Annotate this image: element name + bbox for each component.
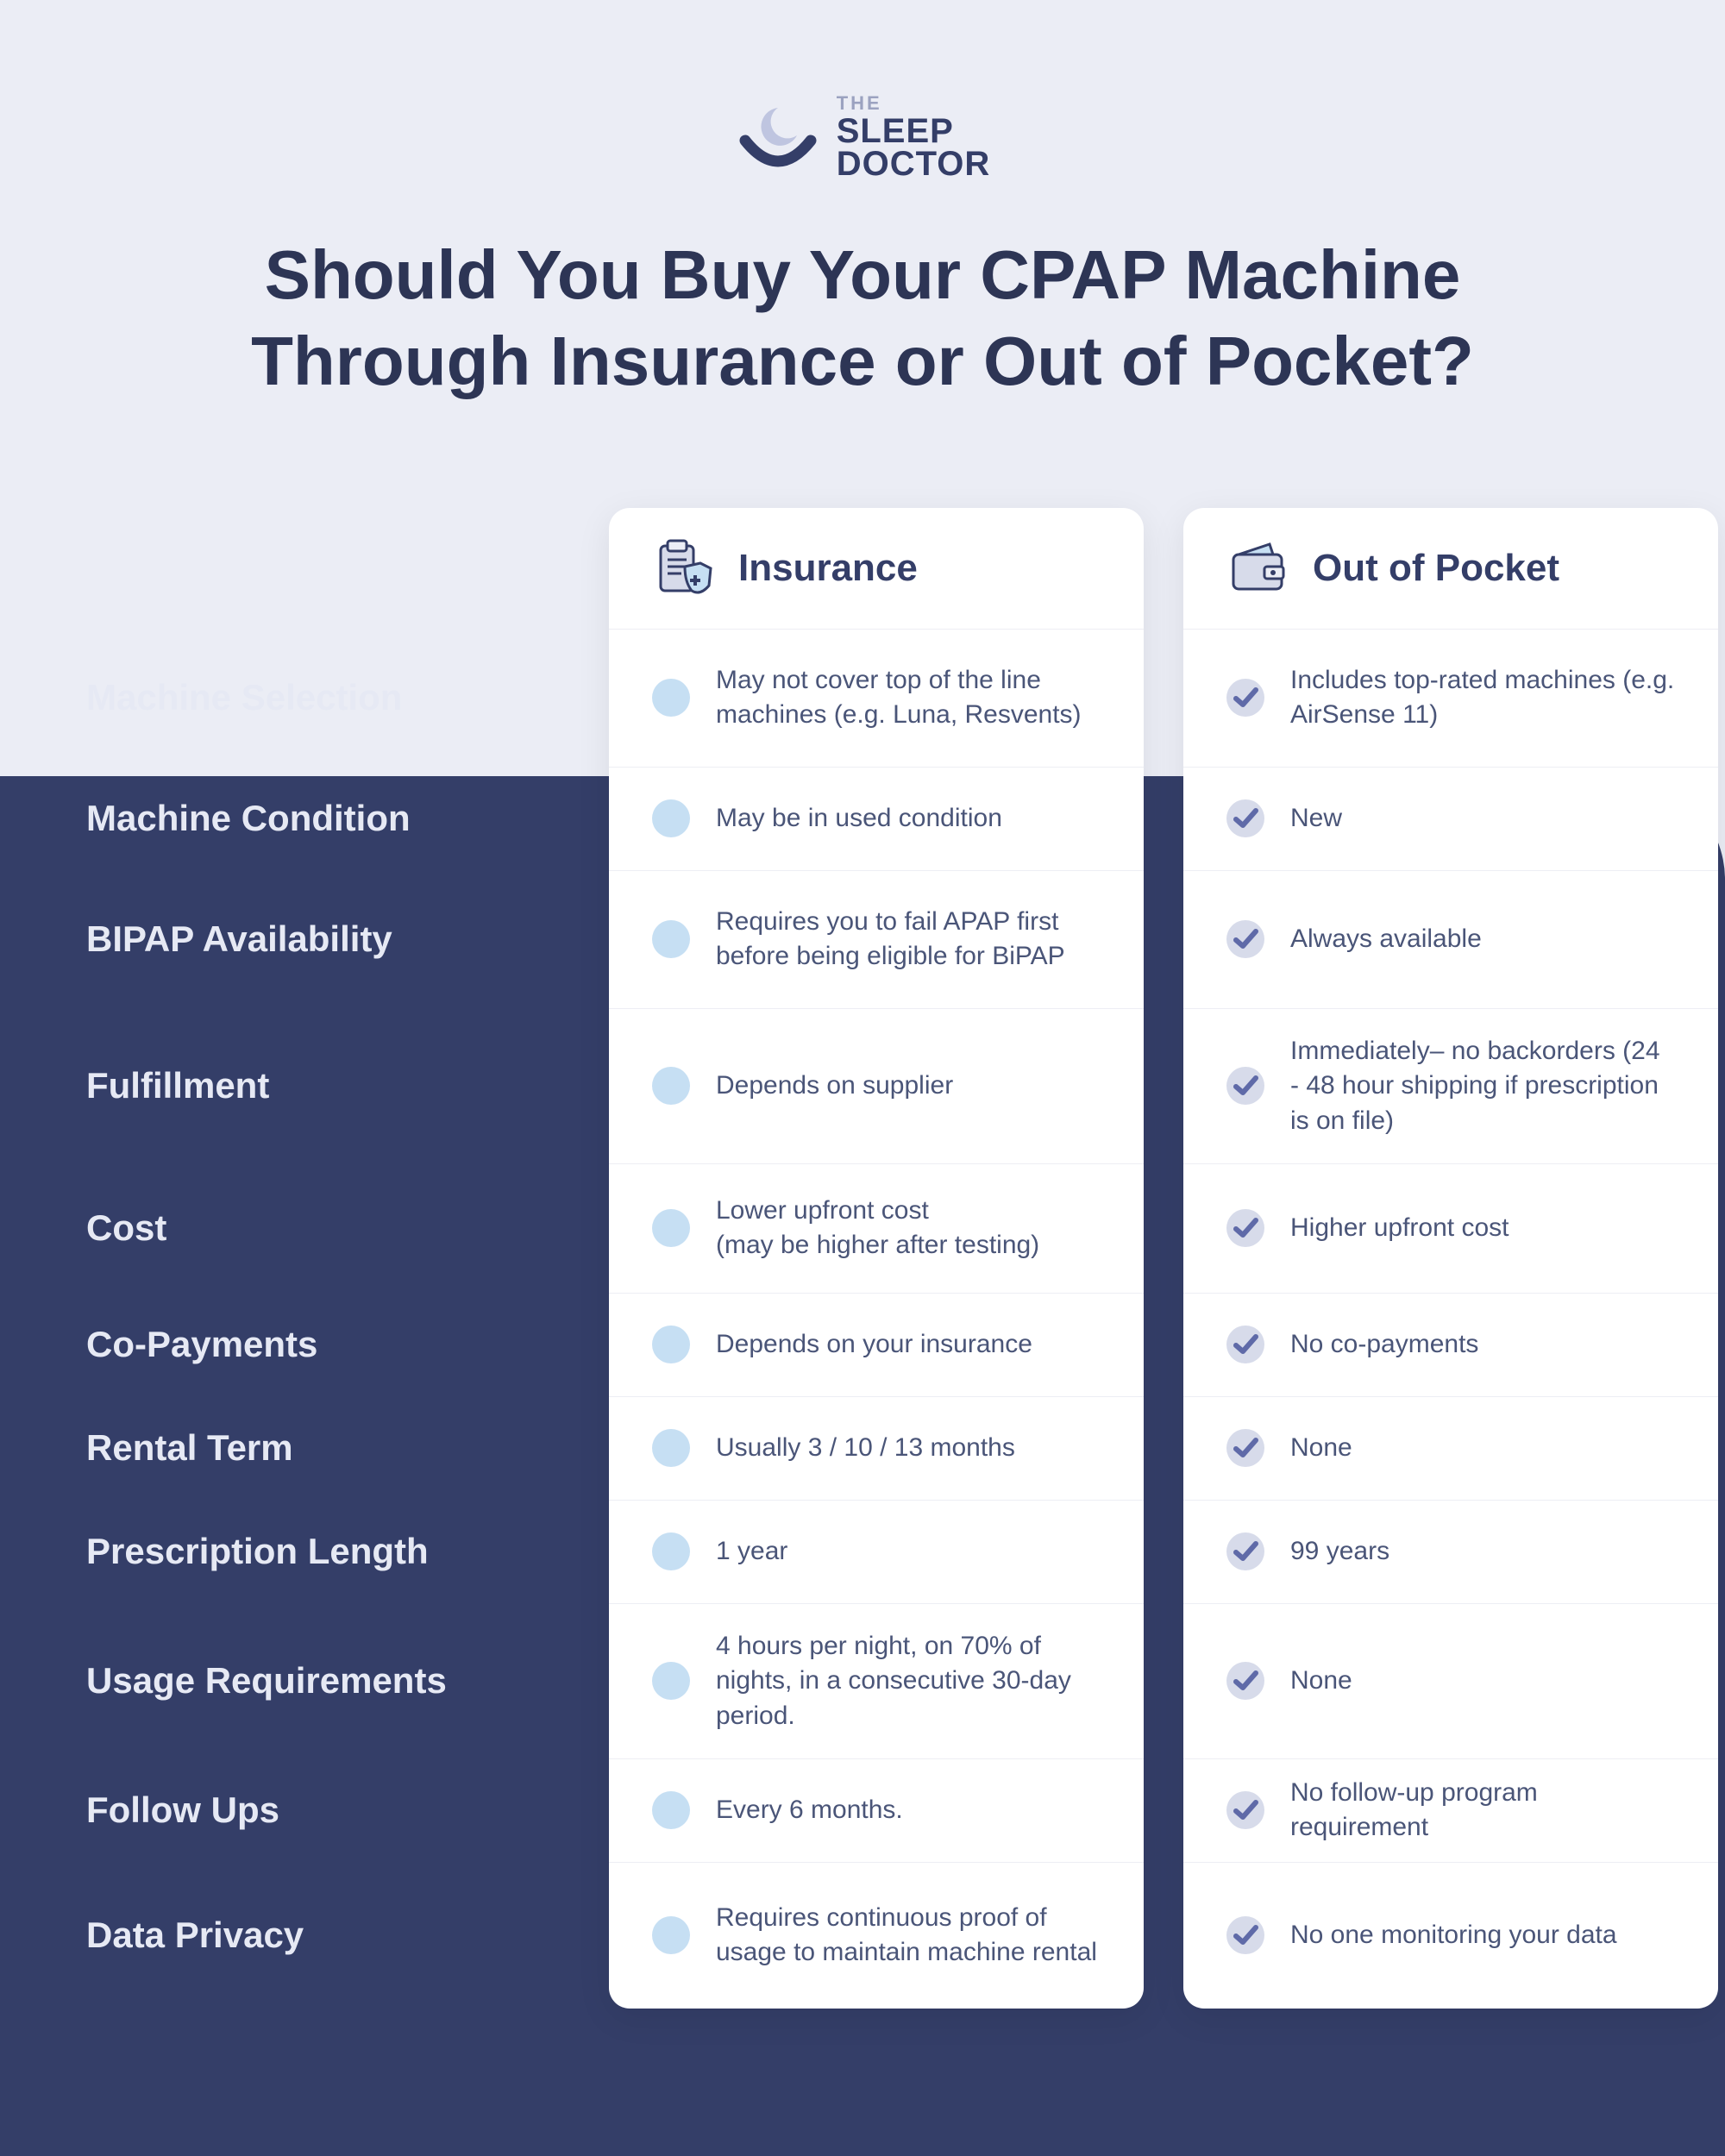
table-row: No one monitoring your data	[1183, 1862, 1718, 2009]
check-icon	[1226, 1067, 1264, 1105]
table-row: None	[1183, 1396, 1718, 1500]
circle-icon	[652, 1532, 690, 1570]
row-label: Cost	[86, 1163, 569, 1293]
cell-text: Every 6 months.	[716, 1793, 903, 1828]
cell-text: Always available	[1290, 922, 1482, 957]
circle-icon	[652, 1326, 690, 1363]
table-row: Always available	[1183, 870, 1718, 1008]
cell-text: No one monitoring your data	[1290, 1918, 1617, 1953]
table-row: Depends on supplier	[609, 1008, 1144, 1163]
row-label: Prescription Length	[86, 1500, 569, 1603]
check-icon	[1226, 1209, 1264, 1247]
check-icon	[1226, 1429, 1264, 1467]
check-icon	[1226, 1916, 1264, 1954]
check-icon	[1226, 1532, 1264, 1570]
table-row: Lower upfront cost(may be higher after t…	[609, 1163, 1144, 1293]
check-icon	[1226, 1791, 1264, 1829]
check-icon	[1226, 920, 1264, 958]
check-icon	[1226, 799, 1264, 837]
labels-column: Machine Selection Machine Condition BIPA…	[86, 508, 569, 2009]
table-row: Includes top-rated machines (e.g. AirSen…	[1183, 629, 1718, 767]
check-icon	[1226, 1662, 1264, 1700]
page-title: Should You Buy Your CPAP Machine Through…	[86, 232, 1639, 404]
cell-text: Requires you to fail APAP first before b…	[716, 905, 1101, 975]
logo-icon	[735, 103, 821, 172]
comparison-grid: Machine Selection Machine Condition BIPA…	[0, 508, 1725, 2009]
table-row: Usually 3 / 10 / 13 months	[609, 1396, 1144, 1500]
circle-icon	[652, 679, 690, 717]
cell-text: 4 hours per night, on 70% of nights, in …	[716, 1629, 1101, 1734]
pocket-header: Out of Pocket	[1183, 508, 1718, 629]
insurance-title: Insurance	[738, 547, 918, 590]
circle-icon	[652, 1791, 690, 1829]
logo-line1: SLEEP	[837, 115, 991, 147]
cell-text: Depends on your insurance	[716, 1327, 1032, 1363]
cell-text: May be in used condition	[716, 801, 1002, 837]
table-row: May be in used condition	[609, 767, 1144, 870]
logo-line2: DOCTOR	[837, 147, 991, 180]
table-row: Requires continuous proof of usage to ma…	[609, 1862, 1144, 2009]
insurance-header: Insurance	[609, 508, 1144, 629]
circle-icon	[652, 1662, 690, 1700]
table-row: Every 6 months.	[609, 1758, 1144, 1862]
row-label: Data Privacy	[86, 1862, 569, 2009]
check-icon	[1226, 679, 1264, 717]
table-row: May not cover top of the line machines (…	[609, 629, 1144, 767]
cell-text: 1 year	[716, 1534, 787, 1570]
cell-text: May not cover top of the line machines (…	[716, 663, 1101, 733]
brand-logo: THE SLEEP DOCTOR	[735, 95, 991, 180]
table-row: Depends on your insurance	[609, 1293, 1144, 1396]
pocket-card: Out of Pocket Includes top-rated machine…	[1183, 508, 1718, 2009]
circle-icon	[652, 799, 690, 837]
row-label: Machine Condition	[86, 767, 569, 870]
cell-text: None	[1290, 1664, 1352, 1699]
circle-icon	[652, 1916, 690, 1954]
logo-text: THE SLEEP DOCTOR	[837, 95, 991, 180]
row-label: Follow Ups	[86, 1758, 569, 1862]
insurance-card: Insurance May not cover top of the line …	[609, 508, 1144, 2009]
cell-text: Depends on supplier	[716, 1069, 953, 1104]
cell-text: Usually 3 / 10 / 13 months	[716, 1431, 1015, 1466]
cell-text: Includes top-rated machines (e.g. AirSen…	[1290, 663, 1675, 733]
row-label: Fulfillment	[86, 1008, 569, 1163]
table-row: Immediately– no backorders (24 - 48 hour…	[1183, 1008, 1718, 1163]
cell-text: No co-payments	[1290, 1327, 1478, 1363]
row-label: Machine Selection	[86, 629, 569, 767]
cell-text: Requires continuous proof of usage to ma…	[716, 1901, 1101, 1971]
table-row: No co-payments	[1183, 1293, 1718, 1396]
pocket-title: Out of Pocket	[1313, 547, 1559, 590]
circle-icon	[652, 920, 690, 958]
wallet-icon	[1226, 537, 1289, 599]
table-row: No follow-up program requirement	[1183, 1758, 1718, 1862]
circle-icon	[652, 1429, 690, 1467]
cell-text: Immediately– no backorders (24 - 48 hour…	[1290, 1034, 1675, 1139]
circle-icon	[652, 1209, 690, 1247]
table-row: Requires you to fail APAP first before b…	[609, 870, 1144, 1008]
cell-text: Lower upfront cost(may be higher after t…	[716, 1194, 1039, 1263]
table-row: 99 years	[1183, 1500, 1718, 1603]
clipboard-shield-icon	[652, 537, 714, 599]
row-label: BIPAP Availability	[86, 870, 569, 1008]
table-row: 1 year	[609, 1500, 1144, 1603]
row-label: Usage Requirements	[86, 1603, 569, 1758]
circle-icon	[652, 1067, 690, 1105]
row-label: Co-Payments	[86, 1293, 569, 1396]
row-label: Rental Term	[86, 1396, 569, 1500]
table-row: Higher upfront cost	[1183, 1163, 1718, 1293]
cell-text: 99 years	[1290, 1534, 1389, 1570]
cell-text: New	[1290, 801, 1342, 837]
cell-text: No follow-up program requirement	[1290, 1776, 1675, 1846]
table-row: New	[1183, 767, 1718, 870]
cell-text: Higher upfront cost	[1290, 1211, 1509, 1246]
logo-the: THE	[837, 95, 991, 113]
check-icon	[1226, 1326, 1264, 1363]
table-row: 4 hours per night, on 70% of nights, in …	[609, 1603, 1144, 1758]
table-row: None	[1183, 1603, 1718, 1758]
cell-text: None	[1290, 1431, 1352, 1466]
